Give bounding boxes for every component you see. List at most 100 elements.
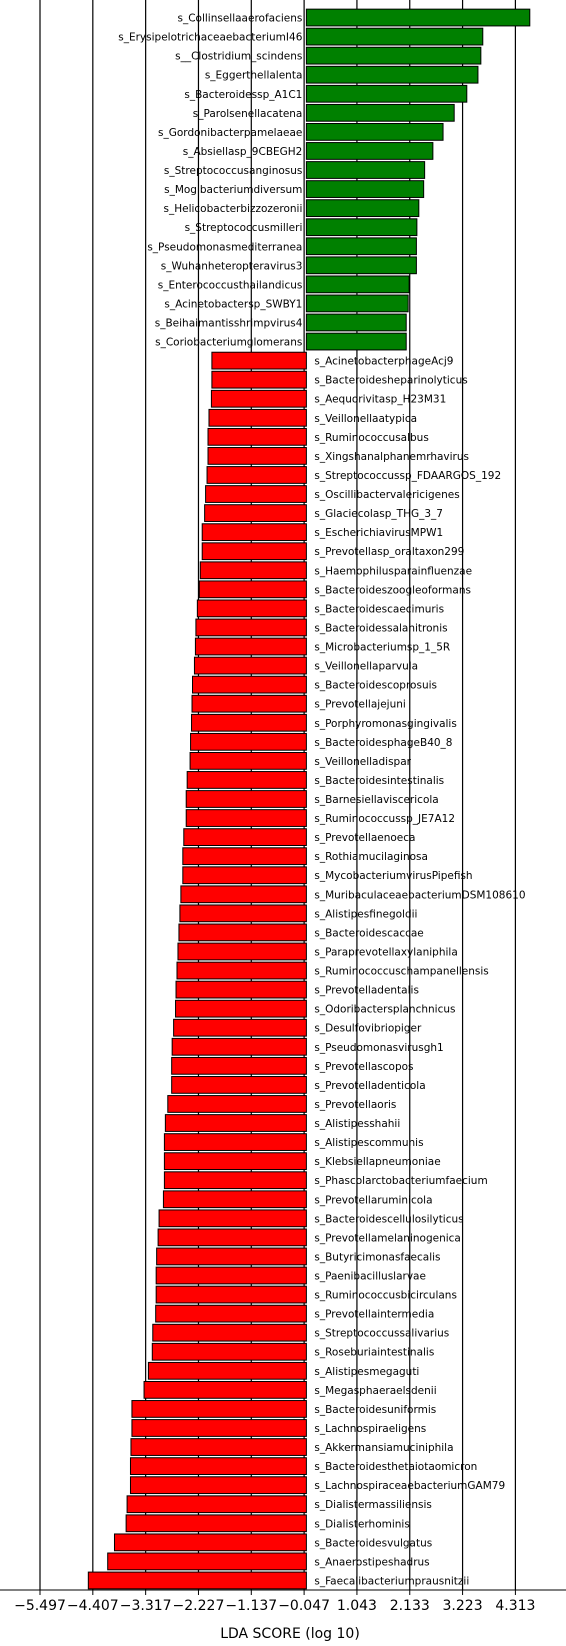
bar-label: s_Glaciecolasp_THG_3_7 [314,508,443,520]
bar [167,1095,307,1113]
bar-label: s_Bacteroidesuniformis [314,1404,436,1416]
x-tick-label: −5.497 [14,1598,66,1614]
bar [171,1056,307,1075]
bar-label: s_Eggerthellalenta [205,70,303,82]
x-tick-label: −0.047 [278,1598,330,1614]
bar-label: s_Paraprevotellaxylaniphila [314,946,457,958]
bar-label: s_Streptococcusanginosus [164,165,302,177]
bar [305,218,418,237]
bar [207,447,307,465]
bar-label: s_Prevotellasp_oraltaxon299 [314,546,464,558]
bar-labels: s_Collinsellaaerofaciens s_Erysipelotrich… [118,13,525,1588]
bars [87,8,531,1590]
bar-label: s_Bacteroidesintestinalis [314,775,444,787]
bar [193,656,307,675]
bar [155,1304,307,1323]
bar-label: s_Bacteroidessp_A1C1 [184,89,302,101]
bar [305,27,484,46]
bar [129,1457,307,1475]
bar-label: s_Anaerostipeshadrus [314,1556,429,1568]
bar [205,485,307,503]
bar-label: s_Streptococcusmilleri [185,222,303,234]
bar-label: s_Veillonellaparvula [314,661,418,673]
bar [182,847,307,866]
bar [305,275,410,294]
bar [185,809,307,827]
bar-label: s_Paenibacilluslarvae [314,1271,426,1283]
bar-label: s_ErysipelotrichaceaebacteriumI46 [118,32,302,44]
bar-label: s_Veillonelladispar [314,756,411,768]
bar [191,713,307,732]
bar [171,1076,307,1094]
bar [198,580,307,599]
bar-label: s_Streptococcussalivarius [314,1328,449,1340]
bar [126,1495,307,1514]
bar [191,694,307,713]
bar-label: s_Alistipesshahii [314,1118,400,1130]
bar [207,427,307,446]
bar [194,637,307,656]
bar [179,904,307,923]
bar [305,332,407,351]
bar-label: s_Rothiamucilaginosa [314,851,428,863]
bar-label: s_Desulfovibriopiger [314,1023,422,1035]
bar [156,1247,307,1266]
bar [175,980,307,999]
bar-label: s_Beihaimantisshrimpvirus4 [155,317,303,329]
bar-label: s_Prevotelladenticola [314,1080,425,1092]
bar-label: s_Gordonibacterpamelaeae [158,127,302,139]
bar-label: s_Microbacteriumsp_1_5R [314,642,450,654]
x-tick-label: −2.227 [173,1598,225,1614]
bar-label: s_Bacteroidesheparinolyticus [314,375,467,387]
bar [173,1018,307,1037]
bar [305,8,531,27]
bar [305,199,420,218]
bar-label: s_Akkermansiamuciniphila [314,1442,453,1454]
bar-label: s_Collinsellaaerofaciens [177,13,302,25]
bar-label: s_Oscillibactervalericigenes [314,489,459,501]
bar [305,103,455,122]
bar-label: s_Dialisterhominis [314,1518,409,1530]
bar-label: s_Ruminococcuschampanellensis [314,966,488,978]
bar-label: s_Bacteroidescellulosilyticus [314,1213,463,1225]
bar-label: s_LachnospiraceaebacteriumGAM79 [314,1480,505,1492]
bar [190,732,307,751]
bar [157,1228,307,1247]
bar-label: s_Prevotellaintermedia [314,1309,434,1321]
bar [152,1323,307,1342]
bar-label: s_Prevotellaruminicola [314,1194,432,1206]
bar-label: s_EscherichiavirusMPW1 [314,527,443,539]
bar [211,351,307,370]
bar-label: s_Bacteroidesthetaiotaomicron [314,1461,477,1473]
bar-label: s_Klebsiellapneumoniae [314,1156,440,1168]
x-tick-label: 3.223 [443,1598,483,1614]
bar-label: s_Helicobacterbizzozeronii [164,203,303,215]
bar [182,866,307,885]
x-tick-label: −3.317 [120,1598,172,1614]
bar [155,1266,307,1285]
bar [305,65,479,84]
bar [185,790,307,808]
bar-label: s_Bacteroideszoogleoformans [314,584,471,596]
bar [305,294,409,313]
bar-label: s_Alistipesmegaguti [314,1366,419,1378]
bar-label: s_AcinetobacterphageAcj9 [314,356,453,368]
bar [147,1361,307,1380]
bar [305,161,426,179]
x-tick-label: −1.137 [225,1598,277,1614]
bar-label: s_Coriobacteriumglomerans [155,337,302,349]
bar-label: s_Prevotelladentalis [314,985,419,997]
bar [158,1209,307,1228]
bar-label: s_Enterococcusthailandicus [158,279,303,291]
bar-label: s_Prevotellascopos [314,1061,413,1073]
bar-label: s_Alistipesfinegoldii [314,908,417,920]
bar [192,675,307,694]
bar [163,1171,307,1190]
bar [305,180,425,198]
bar [210,389,307,408]
bar [183,828,307,847]
bar-label: s_Ruminococcusalbus [314,432,428,444]
bar-label: s_Ruminococcussp_JE7A12 [314,813,455,825]
bar [171,1037,307,1056]
